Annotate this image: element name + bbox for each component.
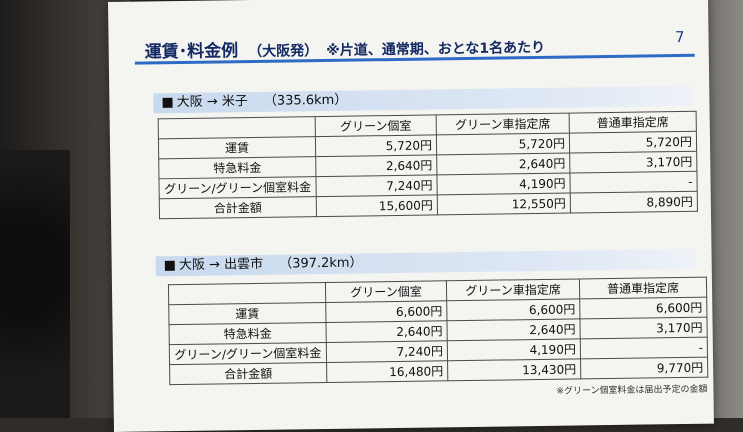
row-label: グリーン/グリーン個室料金 <box>158 176 317 199</box>
table-cell: 6,600円 <box>579 297 707 319</box>
table-cell: 3,170円 <box>579 317 708 339</box>
fare-table-yonago: グリーン個室 グリーン車指定席 普通車指定席 運賃 5,720円 5,720円 … <box>158 111 698 220</box>
background-object <box>0 150 70 418</box>
table-cell: 12,550円 <box>437 193 571 215</box>
header-blank-cell <box>158 116 316 139</box>
title-origin: （大阪発） <box>248 43 319 61</box>
footnote: ※グリーン個室料金は届出予定の金額 <box>556 384 708 397</box>
table-cell: - <box>580 337 708 359</box>
column-header-green-private: グリーン個室 <box>325 280 447 303</box>
table-cell: 6,600円 <box>325 300 447 323</box>
table-cell: 5,720円 <box>569 131 697 154</box>
route-bullet: ■ <box>163 258 177 274</box>
row-label: 合計金額 <box>169 362 327 385</box>
route-name: 大阪 → 出雲市 <box>178 256 264 274</box>
table-cell: 5,720円 <box>315 134 437 157</box>
row-label: 特急料金 <box>158 156 316 179</box>
row-label: 特急料金 <box>169 322 327 345</box>
title-text: 運賃･料金例 <box>144 41 239 63</box>
table-cell: 3,170円 <box>569 151 697 174</box>
route-header-izumoshi: ■ 大阪 → 出雲市 （397.2km） <box>155 248 696 277</box>
route-distance: （335.6km） <box>263 92 348 109</box>
row-label: 運賃 <box>158 136 316 159</box>
table-cell: 5,720円 <box>436 133 570 155</box>
table-cell: 7,240円 <box>315 174 438 197</box>
route-distance: （397.2km） <box>279 255 363 272</box>
table-cell: - <box>569 171 698 194</box>
column-header-green-private: グリーン個室 <box>315 114 437 137</box>
route-header-yonago: ■ 大阪 → 米子 （335.6km） <box>153 85 694 114</box>
header-blank-cell <box>168 282 326 305</box>
column-header-ordinary-reserved: 普通車指定席 <box>579 277 707 299</box>
document-page: 運賃･料金例 （大阪発） ※片道、通常期、おとな1名あたり 7 ■ 大阪 → 米子 （3… <box>108 0 714 432</box>
column-header-green-reserved: グリーン車指定席 <box>446 278 580 301</box>
table-cell: 9,770円 <box>580 357 708 379</box>
page-number: 7 <box>674 27 685 47</box>
column-header-green-reserved: グリーン車指定席 <box>436 113 570 135</box>
route-name: 大阪 → 米子 <box>176 94 248 111</box>
fare-table-izumoshi: グリーン個室 グリーン車指定席 普通車指定席 運賃 6,600円 6,600円 … <box>168 277 708 386</box>
table-cell: 4,190円 <box>447 338 581 361</box>
table-cell: 2,640円 <box>436 153 570 175</box>
table-cell: 15,600円 <box>316 194 438 217</box>
column-header-ordinary-reserved: 普通車指定席 <box>569 111 697 134</box>
row-label: 合計金額 <box>159 196 317 219</box>
table-cell: 16,480円 <box>326 360 448 383</box>
row-label: 運賃 <box>168 302 326 325</box>
row-label: グリーン/グリーン個室料金 <box>169 342 327 365</box>
table-cell: 7,240円 <box>326 340 448 363</box>
table-cell: 13,430円 <box>447 358 581 381</box>
table-cell: 6,600円 <box>446 298 580 321</box>
table-cell: 2,640円 <box>315 154 437 177</box>
table-cell: 4,190円 <box>436 173 571 195</box>
route-bullet: ■ <box>161 95 174 111</box>
table-cell: 8,890円 <box>570 191 698 214</box>
table-cell: 2,640円 <box>325 320 448 343</box>
table-cell: 2,640円 <box>446 318 581 341</box>
